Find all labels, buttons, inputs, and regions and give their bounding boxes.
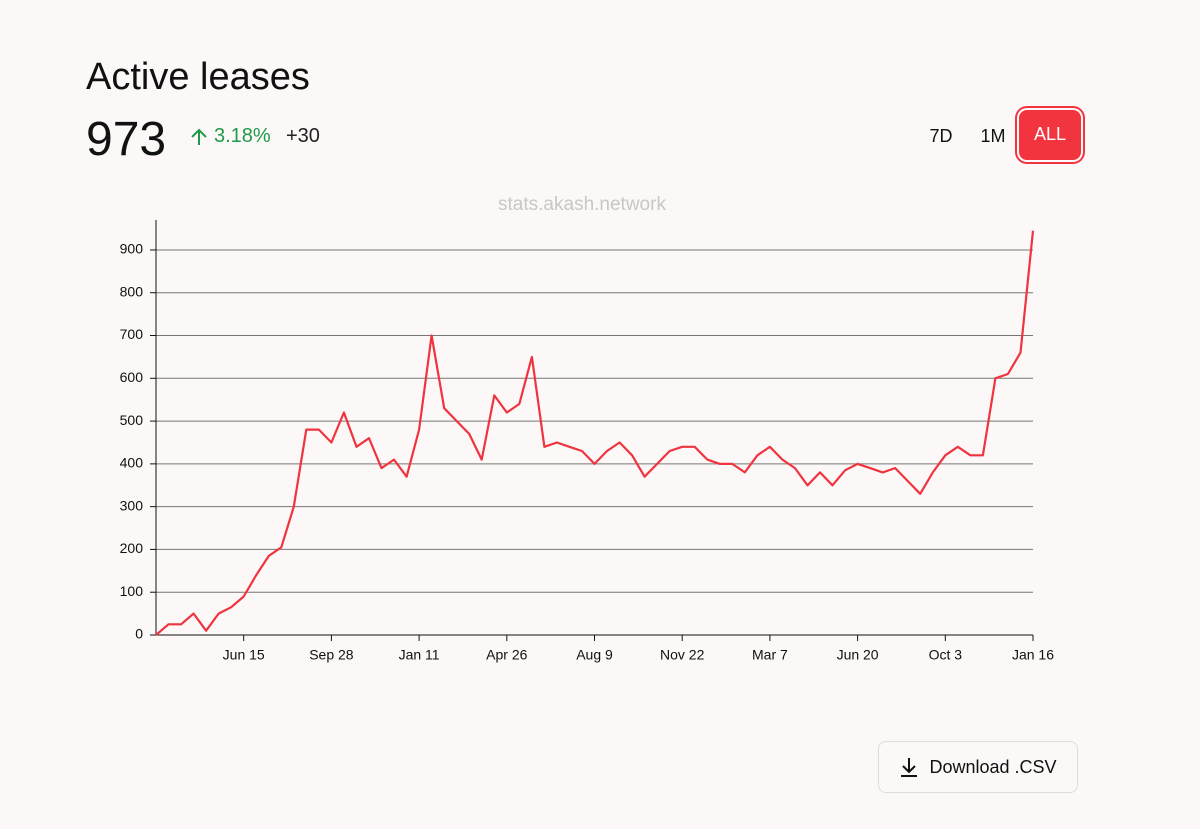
up-arrow (191, 128, 207, 145)
x-tick-label: Jun 20 (837, 647, 879, 663)
change: 3.18% (190, 125, 271, 148)
y-tick-label: 600 (120, 369, 144, 385)
y-tick-label: 300 (120, 497, 144, 513)
x-tick-label: Jan 11 (399, 647, 440, 663)
x-tick-label: Sep 28 (309, 647, 354, 663)
title: Active leases (86, 56, 310, 98)
x-tick-label: Aug 9 (576, 647, 613, 663)
y-tick-label: 200 (120, 540, 144, 556)
delta: +30 (286, 125, 320, 147)
change-text: 3.18% (214, 125, 271, 147)
value: 973 (86, 113, 167, 166)
y-tick-label: 500 (120, 412, 144, 428)
y-tick-label: 400 (120, 455, 144, 471)
y-tick-label: 100 (120, 583, 144, 599)
x-tick-label: Mar 7 (752, 647, 788, 663)
range-button-active[interactable]: ALL (1019, 110, 1081, 160)
download-icon (901, 758, 918, 777)
x-tick-label: Apr 26 (486, 647, 527, 663)
y-tick-label: 800 (120, 283, 144, 299)
y-tick-label: 900 (120, 241, 144, 257)
x-tick-label: Oct 3 (929, 647, 963, 663)
download-button[interactable]: Download .CSV (878, 741, 1078, 793)
y-tick-label: 700 (120, 326, 144, 342)
x-tick-label: Jan 16 (1012, 647, 1054, 663)
watermark: stats.akash.network (498, 194, 666, 215)
range-button[interactable]: 7D (929, 126, 953, 146)
chart: stats.akash.network 0 100 200 300 400 500 600 7… (120, 194, 1055, 663)
x-tick-label: Nov 22 (660, 647, 705, 663)
download-text: Download .CSV (929, 756, 1057, 777)
series-line (155, 230, 1035, 636)
x-tick-label: Jun 15 (223, 647, 265, 663)
range-button[interactable]: 1M (980, 126, 1006, 146)
y-tick-label: 0 (135, 626, 143, 642)
